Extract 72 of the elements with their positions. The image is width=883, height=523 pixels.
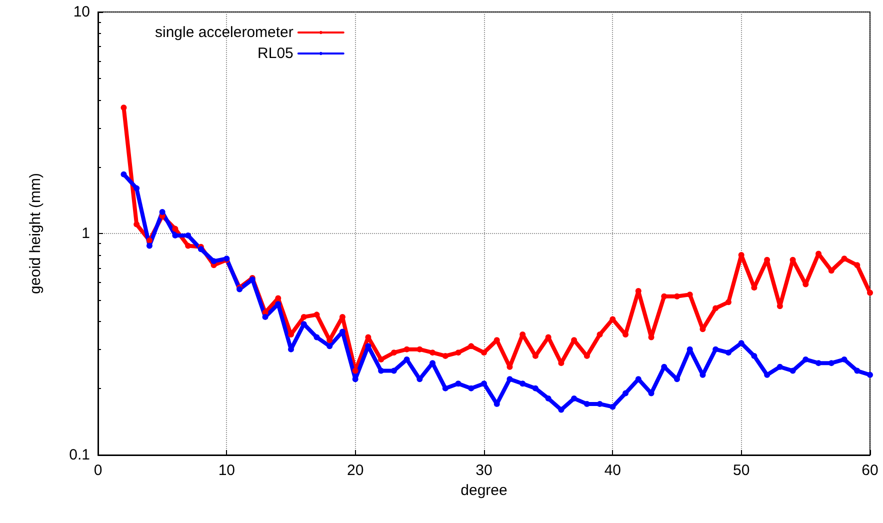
point xyxy=(172,226,178,232)
point xyxy=(584,400,590,407)
point xyxy=(442,352,448,359)
point xyxy=(481,350,487,356)
point xyxy=(314,312,320,318)
x-tick-label: 10 xyxy=(218,462,236,479)
point xyxy=(610,404,616,410)
point xyxy=(468,385,474,392)
y-tick-label: 1 xyxy=(82,225,90,242)
point xyxy=(776,364,783,370)
point xyxy=(841,356,848,362)
legend-label: RL05 xyxy=(258,45,294,62)
point xyxy=(712,346,719,352)
point xyxy=(712,305,719,312)
point xyxy=(468,343,474,350)
y-axis-title: geoid height (mm) xyxy=(27,173,44,294)
point xyxy=(506,376,513,382)
point xyxy=(120,171,127,178)
point xyxy=(841,256,848,262)
y-tick-label: 0.1 xyxy=(69,446,90,464)
point xyxy=(571,395,578,402)
point xyxy=(725,299,732,306)
x-tick-label: 0 xyxy=(94,462,102,479)
x-tick-label: 40 xyxy=(604,462,622,479)
point xyxy=(520,380,526,387)
point xyxy=(352,368,358,374)
point xyxy=(390,350,397,356)
point xyxy=(185,232,192,238)
point xyxy=(674,293,680,300)
point xyxy=(558,406,564,413)
point xyxy=(802,356,809,362)
point xyxy=(314,334,320,340)
point xyxy=(198,246,204,252)
point xyxy=(378,356,384,362)
point xyxy=(545,395,552,402)
point xyxy=(455,350,462,356)
x-tick-label: 60 xyxy=(862,462,878,479)
point xyxy=(790,368,796,374)
point xyxy=(442,385,448,392)
point xyxy=(854,262,860,268)
point xyxy=(416,346,423,352)
point xyxy=(738,340,744,346)
legend-label: single accelerometer xyxy=(154,24,294,41)
point xyxy=(596,331,603,338)
point xyxy=(867,372,873,378)
point xyxy=(404,346,410,352)
point xyxy=(532,385,538,392)
point xyxy=(146,237,152,244)
point xyxy=(159,209,166,216)
point xyxy=(764,372,770,378)
point xyxy=(134,221,140,228)
point xyxy=(867,290,873,296)
point xyxy=(481,380,487,387)
x-tick-label: 20 xyxy=(346,462,364,479)
point xyxy=(854,368,860,374)
point xyxy=(751,352,758,359)
point xyxy=(455,380,462,387)
x-axis-title: degree xyxy=(460,482,508,499)
point xyxy=(622,390,629,396)
y-tick-label: 10 xyxy=(73,4,90,20)
point xyxy=(210,258,217,264)
point xyxy=(146,242,152,249)
point xyxy=(326,343,333,350)
point xyxy=(610,316,616,322)
point xyxy=(262,314,268,320)
point xyxy=(300,314,307,320)
point xyxy=(725,350,732,356)
x-tick-label: 50 xyxy=(732,462,750,479)
point xyxy=(686,292,693,298)
x-tick-label: 30 xyxy=(476,462,492,479)
point xyxy=(430,350,436,356)
point xyxy=(134,185,140,192)
